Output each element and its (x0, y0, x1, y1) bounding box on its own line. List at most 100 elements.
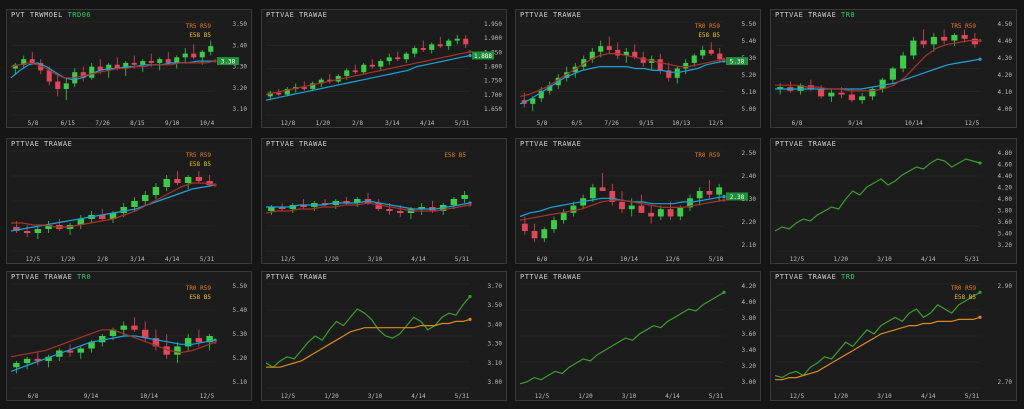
candle-body (638, 205, 645, 213)
candle-body (581, 59, 587, 67)
y-tick-label: 3.60 (998, 219, 1013, 226)
chart-title-text: PTTVAE TRAWAE (775, 11, 837, 19)
series-end-dot (978, 39, 982, 43)
series-line (774, 291, 981, 379)
series-end-dot (722, 57, 726, 61)
candle-body (386, 57, 392, 62)
y-tick-label: 3.30 (233, 64, 248, 71)
series-line (774, 158, 981, 232)
candle-body (666, 70, 672, 78)
candle-body (879, 79, 886, 89)
x-tick-label: 9/10 (165, 120, 180, 127)
series-line (10, 335, 216, 372)
x-tick-label: 5/31 (965, 393, 980, 400)
series-line (775, 40, 980, 92)
candle-body (461, 195, 468, 199)
candle-body (589, 187, 596, 199)
series-line (10, 60, 216, 79)
candle-body (88, 342, 95, 349)
candle-body (109, 329, 117, 336)
y-tick-label: 4.00 (998, 106, 1013, 113)
candle-body (206, 181, 213, 185)
chart-title: PTTVAE TRAWAE TRD (775, 273, 855, 281)
y-tick-label: 3.70 (488, 283, 503, 290)
x-tick-label: 12/5 (790, 393, 805, 400)
x-tick-label: 12/5 (281, 393, 296, 400)
candle-body (606, 46, 612, 50)
y-tick-label: 5.20 (742, 72, 757, 79)
candle-body (152, 187, 160, 195)
price-tag (217, 57, 239, 66)
x-tick-label: 1/20 (834, 393, 849, 400)
candle-body (375, 203, 382, 209)
candle-body (657, 209, 664, 217)
chart-title-text: PTTVAE TRAWAE (775, 140, 837, 148)
candle-body (77, 348, 85, 353)
chart-title: PTTVAE TRAWAE (266, 273, 327, 281)
price-tag (472, 51, 494, 60)
candle-body (131, 62, 137, 65)
candle-body (354, 199, 361, 203)
candle-body (619, 201, 625, 210)
y-tick-label: 3.00 (488, 379, 503, 386)
legend-label: E58 B5 (698, 32, 720, 39)
candle-body (386, 209, 393, 211)
y-tick-label: 5.00 (742, 106, 757, 113)
chart-svg: 3.70 3.50 3.40 3.30 3.10 3.00 12/5 1/20 3/10 4/14… (265, 283, 503, 400)
candle-body (677, 207, 684, 217)
y-tick-label: 3.60 (742, 331, 757, 338)
chart-title: PTTVAE TRAWAE (520, 11, 581, 19)
candle-body (640, 57, 646, 63)
chart-svg: TR5 R59 E58 B5 3.50 3.40 3.30 3.20 3.10 3.38 5/8… (10, 21, 248, 127)
candle-body (141, 195, 149, 201)
x-tick-label: 1/20 (61, 256, 76, 263)
chart-panel-2: PTTVAE TRAWAE1.9501.9001.8501.8001.7501.… (261, 9, 507, 128)
candle-body (191, 53, 197, 58)
candle-body (184, 177, 192, 183)
x-tick-label: 4/14 (165, 256, 180, 263)
candle-body (34, 229, 42, 233)
x-tick-label: 3/10 (368, 256, 383, 263)
candle-body (454, 38, 460, 41)
candle-body (165, 59, 171, 63)
candle-body (828, 92, 835, 97)
candle-body (284, 88, 290, 95)
candle-body (403, 53, 409, 60)
series-line (519, 52, 725, 97)
x-tick-label: 1/20 (834, 256, 849, 263)
candle-body (131, 201, 138, 207)
candle-body (343, 201, 350, 203)
y-tick-label: 2.90 (998, 283, 1013, 290)
y-tick-label: 4.20 (998, 185, 1013, 192)
x-tick-label: 6/8 (537, 256, 548, 263)
chart-panel-3: PTTVAE TRAWAE TR0 R59 E58 B5 5.50 5.40 5.30 5.… (515, 9, 761, 128)
chart-title-text: PTTVAE TRAWAE (266, 11, 328, 19)
x-tick-label: 1/20 (316, 120, 331, 127)
series-line (10, 329, 216, 358)
x-tick-label: 3/10 (368, 393, 383, 400)
x-tick-label: 4/14 (411, 256, 426, 263)
chart-title: PTTVAE TRAWAE (520, 140, 581, 148)
candle-body (463, 38, 469, 45)
y-tick-label: 1.650 (484, 106, 502, 113)
y-tick-label: 3.20 (233, 85, 248, 92)
price-tag-label: 3.38 (221, 59, 236, 66)
y-tick-label: 5.20 (233, 355, 248, 362)
legend-label: TR0 R59 (695, 152, 721, 159)
legend-label: TR5 R59 (186, 23, 212, 30)
candle-body (420, 48, 426, 50)
y-tick-label: 3.00 (742, 379, 757, 386)
candle-body (114, 64, 120, 69)
candle-body (412, 48, 418, 54)
series-end-dot (213, 59, 217, 63)
x-tick-label: 5/18 (709, 256, 724, 263)
chart-title-highlight: TR0 (72, 273, 92, 281)
price-tag-label: 5.38 (730, 59, 745, 66)
chart-title: PTTVAE TRAWAE (266, 11, 327, 19)
y-tick-label: 3.40 (488, 321, 503, 328)
candle-body (23, 358, 31, 364)
candle-body (99, 336, 106, 343)
candle-body (941, 36, 948, 41)
chart-title-highlight: TRD06 (62, 11, 92, 19)
y-tick-label: 2.20 (742, 219, 757, 226)
